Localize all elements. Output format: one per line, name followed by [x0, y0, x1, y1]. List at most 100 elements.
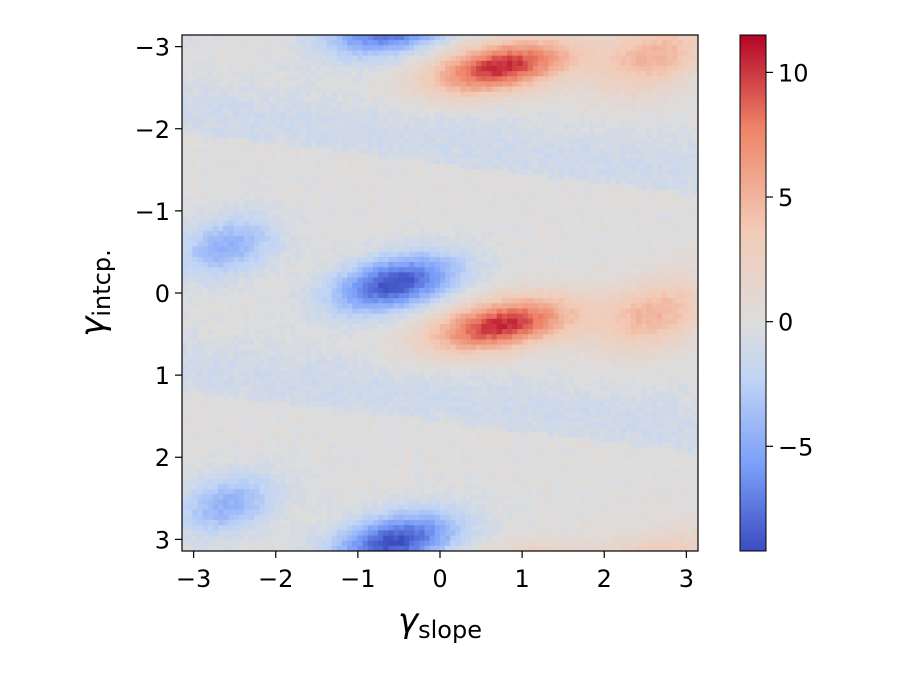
heatmap-cell [295, 107, 302, 113]
heatmap-cell [630, 225, 637, 232]
heatmap-cell [543, 65, 549, 72]
heatmap-cell [682, 174, 689, 180]
heatmap-cell [285, 112, 291, 118]
heatmap-cell [605, 55, 611, 62]
heatmap-cell [331, 267, 338, 273]
heatmap-cell [238, 107, 245, 113]
heatmap-cell [445, 210, 451, 216]
heatmap-cell [388, 287, 394, 294]
heatmap-cell [450, 133, 456, 139]
heatmap-cell [207, 76, 214, 82]
heatmap-cell [336, 143, 343, 149]
heatmap-cell [574, 169, 580, 175]
heatmap-cell [212, 236, 219, 242]
heatmap-cell [517, 127, 523, 134]
heatmap-cell [538, 272, 544, 278]
heatmap-cell [553, 71, 560, 77]
heatmap-cell [419, 81, 425, 87]
heatmap-cell [496, 158, 503, 165]
heatmap-cell [455, 251, 462, 258]
heatmap-cell [605, 81, 611, 87]
heatmap-cell [496, 102, 503, 108]
heatmap-cell [192, 65, 198, 72]
heatmap-cell [589, 231, 596, 237]
heatmap-cell [305, 169, 312, 175]
heatmap-cell [636, 231, 642, 237]
heatmap-cell [656, 138, 663, 144]
heatmap-cell [563, 189, 570, 196]
heatmap-cell [212, 282, 219, 289]
heatmap-cell [285, 55, 291, 62]
heatmap-cell [661, 76, 668, 82]
heatmap-cell [460, 138, 467, 144]
heatmap-cell [491, 158, 498, 165]
heatmap-cell [584, 158, 591, 165]
heatmap-cell [223, 81, 229, 87]
heatmap-cell [393, 86, 400, 93]
heatmap-cell [326, 174, 333, 180]
heatmap-cell [682, 133, 689, 139]
heatmap-cell [192, 158, 198, 165]
heatmap-cell [378, 267, 384, 273]
heatmap-cell [326, 205, 333, 211]
heatmap-cell [661, 55, 668, 62]
heatmap-cell [311, 215, 317, 222]
heatmap-cell [569, 40, 575, 46]
heatmap-cell [610, 143, 616, 149]
heatmap-cell [538, 215, 544, 222]
heatmap-cell [409, 277, 415, 284]
heatmap-cell [378, 50, 384, 57]
heatmap-cell [295, 143, 302, 149]
heatmap-cell [574, 96, 580, 103]
heatmap-cell [378, 169, 384, 175]
heatmap-cell [223, 251, 229, 258]
heatmap-cell [677, 76, 683, 82]
heatmap-cell [455, 55, 462, 62]
heatmap-cell [249, 267, 255, 273]
heatmap-cell [470, 241, 477, 247]
heatmap-cell [182, 277, 188, 284]
heatmap-cell [285, 138, 291, 144]
heatmap-cell [269, 71, 276, 77]
heatmap-cell [182, 102, 188, 108]
heatmap-cell [295, 251, 302, 258]
heatmap-cell [656, 122, 663, 129]
heatmap-cell [336, 189, 343, 196]
heatmap-cell [507, 55, 513, 62]
heatmap-cell [569, 267, 575, 273]
heatmap-cell [367, 210, 374, 216]
heatmap-cell [661, 117, 668, 124]
heatmap-cell [558, 55, 565, 62]
heatmap-cell [625, 60, 632, 67]
heatmap-cell [295, 220, 302, 227]
heatmap-cell [692, 215, 699, 222]
heatmap-cell [228, 184, 234, 191]
heatmap-cell [460, 256, 467, 263]
heatmap-cell [496, 55, 503, 62]
heatmap-cell [656, 174, 663, 180]
heatmap-cell [455, 143, 462, 149]
heatmap-cell [357, 76, 363, 82]
heatmap-cell [667, 133, 673, 139]
heatmap-cell [470, 133, 477, 139]
heatmap-cell [264, 164, 271, 170]
heatmap-cell [517, 45, 523, 51]
heatmap-cell [440, 148, 446, 155]
heatmap-cell [496, 287, 503, 294]
heatmap-cell [233, 164, 240, 170]
heatmap-cell [687, 236, 694, 242]
heatmap-cell [300, 262, 307, 268]
heatmap-cell [656, 117, 663, 124]
heatmap-cell [532, 153, 539, 160]
heatmap-cell [605, 241, 611, 247]
heatmap-cell [522, 241, 529, 247]
heatmap-cell [682, 40, 689, 46]
heatmap-cell [620, 40, 627, 46]
heatmap-cell [295, 91, 302, 98]
heatmap-cell [687, 174, 694, 180]
heatmap-cell [341, 282, 348, 289]
heatmap-cell [378, 251, 384, 258]
heatmap-cell [610, 148, 616, 155]
heatmap-cell [569, 127, 575, 134]
heatmap-cell [223, 272, 229, 278]
